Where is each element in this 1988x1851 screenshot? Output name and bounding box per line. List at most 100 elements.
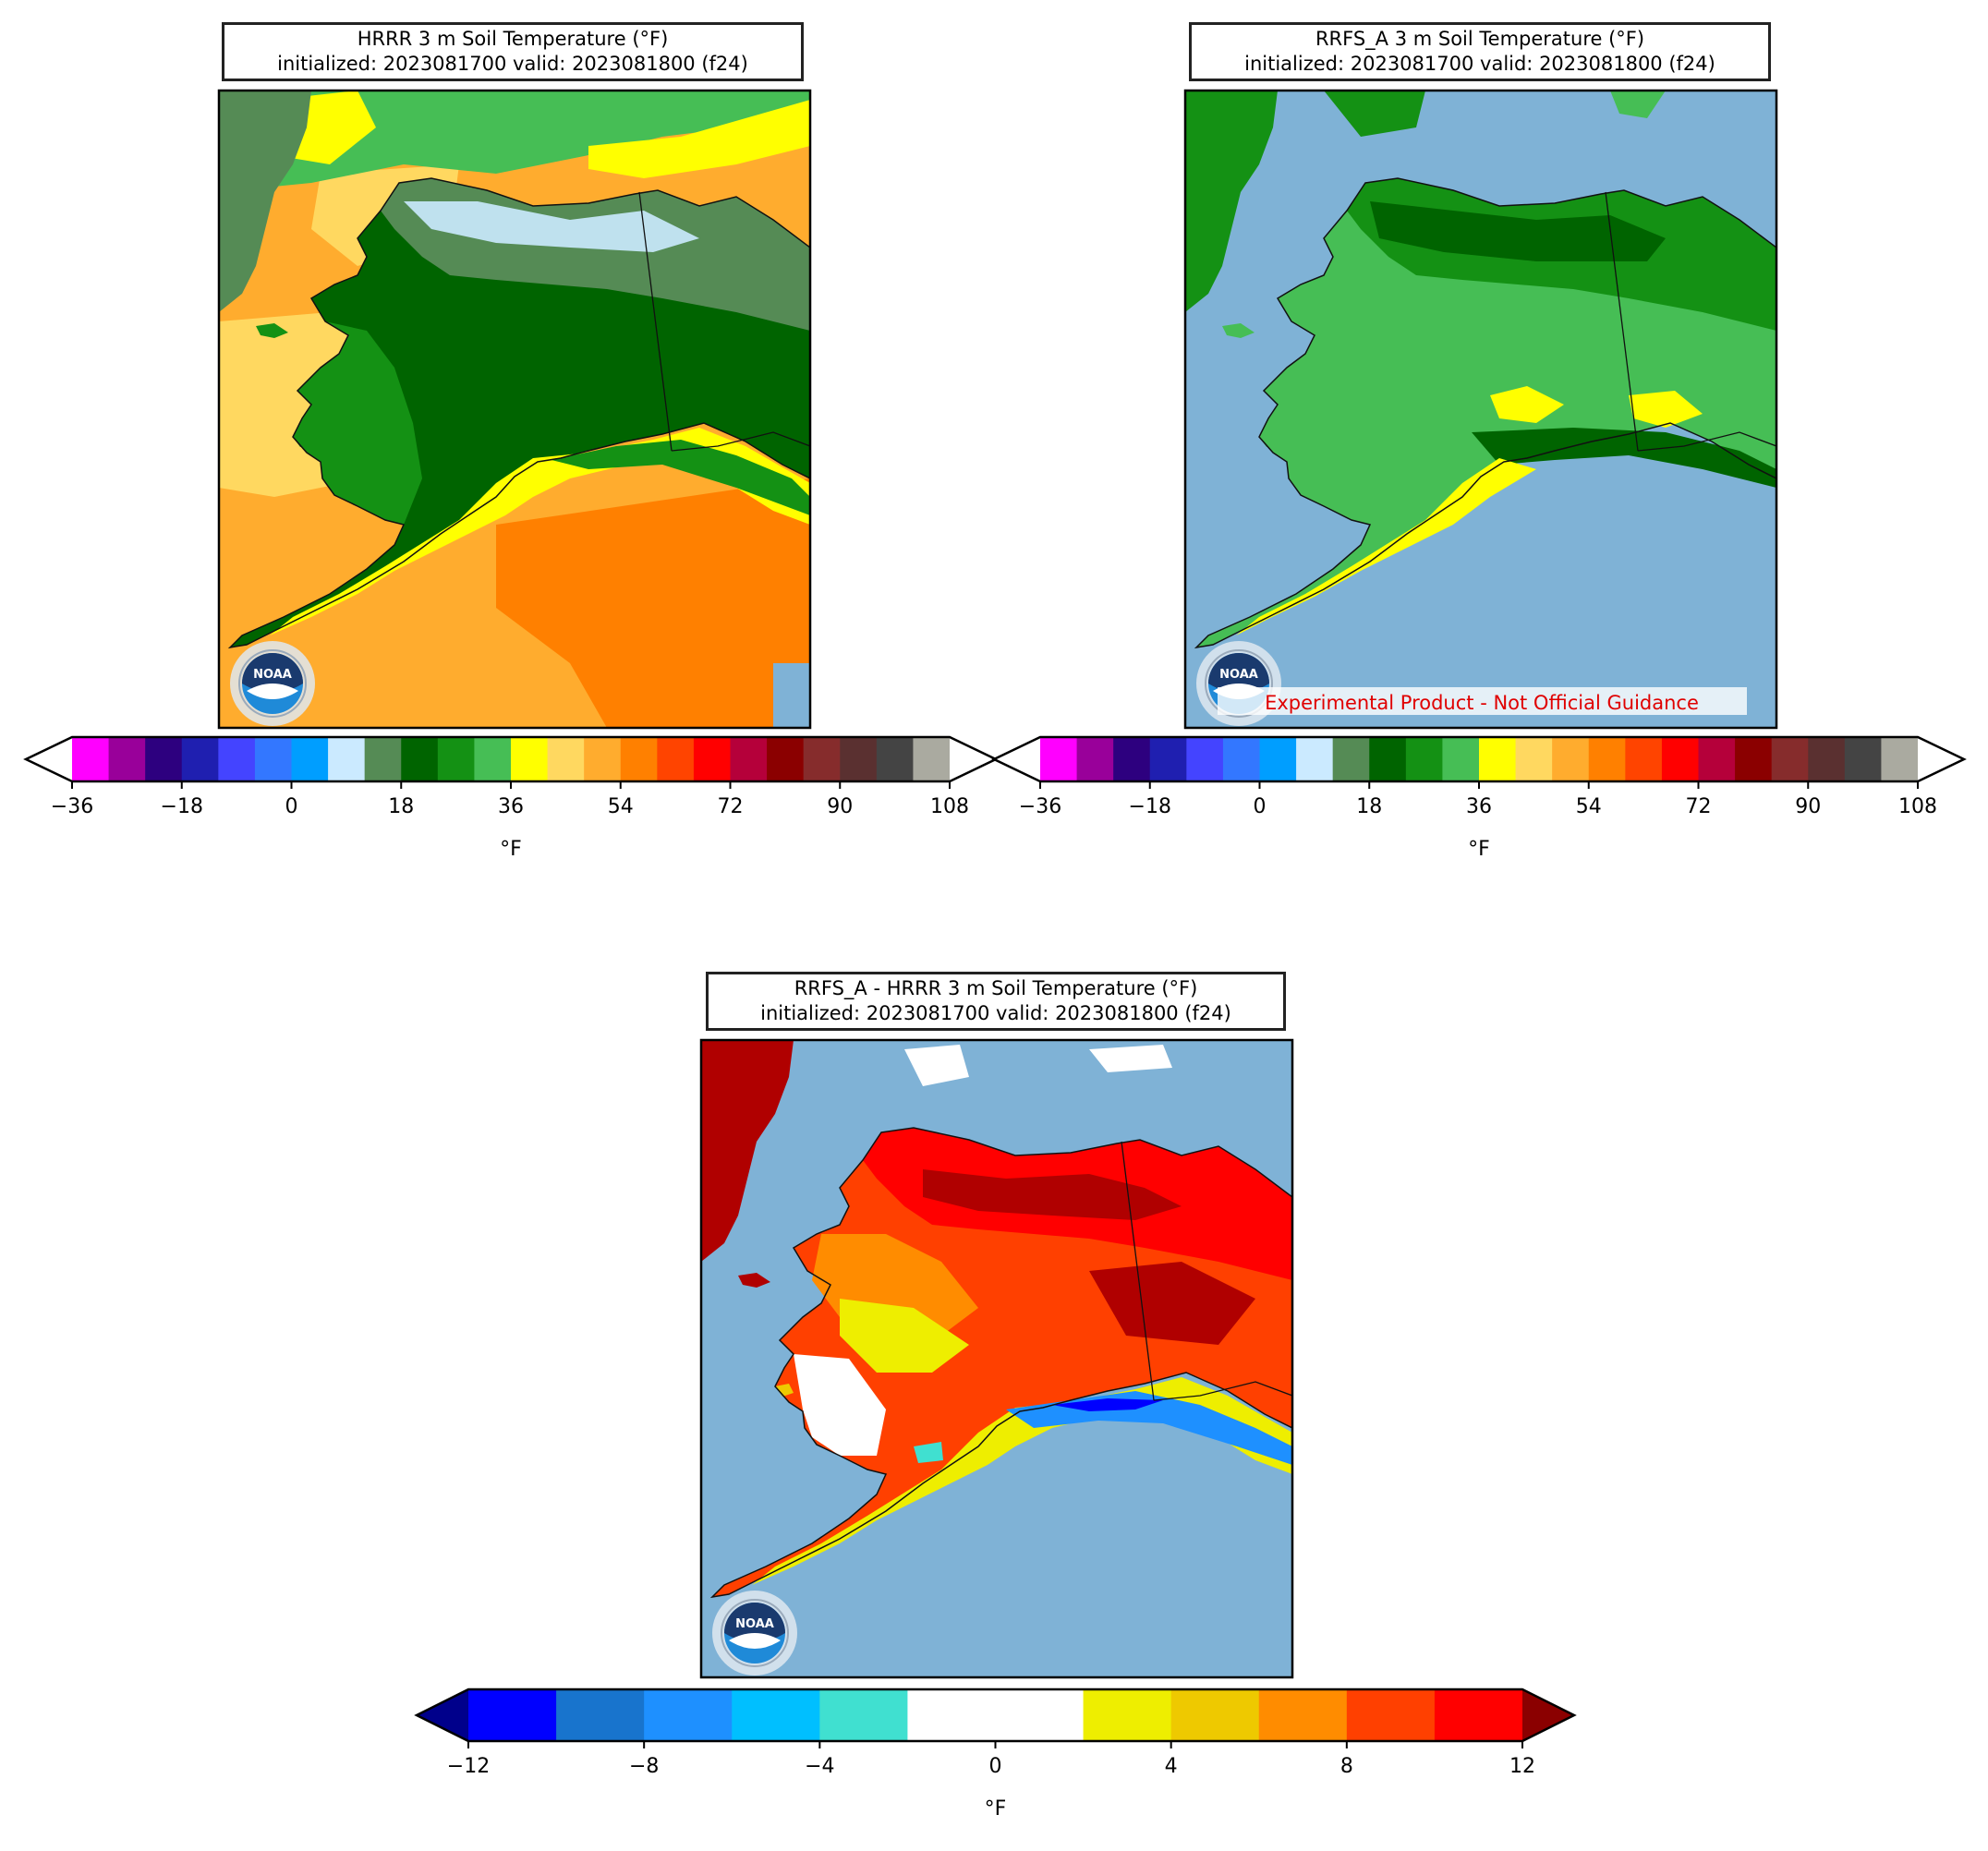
colorbar-segment	[1735, 737, 1773, 781]
panel-title-diff: RRFS_A - HRRR 3 m Soil Temperature (°F) …	[706, 972, 1286, 1031]
panel-title-rrfs: RRFS_A 3 m Soil Temperature (°F) initial…	[1189, 22, 1771, 81]
colorbar-segment	[474, 737, 512, 781]
colorbar-tick-label: 0	[989, 1755, 1002, 1778]
colorbar-segment	[840, 737, 878, 781]
colorbar-segment	[108, 737, 146, 781]
colorbar-segment	[547, 737, 585, 781]
colorbar-segment	[620, 737, 658, 781]
colorbar-tick-label: 90	[1795, 795, 1821, 818]
colorbar-tick-label: −8	[629, 1755, 659, 1778]
noaa-logo: NOAA	[229, 640, 316, 727]
colorbar-tick-label: 54	[1576, 795, 1602, 818]
noaa-logo-text: NOAA	[1219, 668, 1258, 682]
panel-title-hrrr: HRRR 3 m Soil Temperature (°F) initializ…	[222, 22, 804, 81]
map-frame	[1183, 89, 1778, 730]
southwest-white-area	[794, 1354, 886, 1456]
colorbar-segment	[913, 737, 951, 781]
colorbar-unit-label: °F	[985, 1797, 1007, 1821]
colorbar-segment	[1442, 737, 1480, 781]
colorbar-segment	[291, 737, 329, 781]
colorbar-segment	[819, 1689, 908, 1741]
coast-blue-band	[1052, 1398, 1163, 1411]
colorbar-hrrr: −36 −18 0 18 36 54 72 90 108 °F	[23, 735, 999, 861]
arctic-white-patch	[904, 1045, 969, 1086]
map-hrrr: NOAA	[217, 89, 812, 730]
colorbar-segment	[907, 1689, 996, 1741]
colorbar-tick-label: 18	[1356, 795, 1382, 818]
colorbar-segment	[1170, 1689, 1260, 1741]
colorbar-segment	[657, 737, 695, 781]
colorbar-tick-label: 4	[1165, 1755, 1178, 1778]
colorbar-diff: −12 −8 −4 0 4 8 12 °F	[414, 1688, 1577, 1821]
colorbar-segment	[1369, 737, 1407, 781]
south-coast-green	[552, 440, 810, 515]
colorbar-segment	[1076, 737, 1114, 781]
title-line-1: RRFS_A - HRRR 3 m Soil Temperature (°F)	[794, 977, 1198, 999]
colorbar-under-arrow	[26, 737, 72, 781]
colorbar-segment	[1808, 737, 1846, 781]
colorbar-segment	[1149, 737, 1187, 781]
noaa-logo: NOAA	[1195, 640, 1282, 727]
colorbar-tick-label: 8	[1340, 1755, 1353, 1778]
west-yellow-area	[840, 1299, 969, 1373]
colorbar-segment	[1259, 737, 1297, 781]
colorbar-tick-label: −4	[805, 1755, 834, 1778]
colorbar-tick-label: −18	[161, 795, 203, 818]
colorbar-segment	[1296, 737, 1334, 781]
title-line-1: HRRR 3 m Soil Temperature (°F)	[357, 28, 669, 50]
interior-warm-patch	[1629, 391, 1703, 428]
colorbar-tick-label: −36	[1019, 795, 1061, 818]
noaa-logo: NOAA	[711, 1590, 798, 1676]
colorbar-segment	[181, 737, 219, 781]
colorbar-tick-label: 72	[1686, 795, 1712, 818]
arctic-white-patch	[1089, 1045, 1172, 1072]
colorbar-segment	[437, 737, 475, 781]
colorbar-over-arrow	[950, 737, 996, 781]
colorbar-tick-label: 108	[1898, 795, 1937, 818]
north-darkred-band	[923, 1169, 1182, 1220]
map-frame	[217, 89, 812, 730]
colorbar-tick-label: 0	[285, 795, 298, 818]
watermark-text: Experimental Product - Not Official Guid…	[1265, 692, 1699, 714]
colorbar-segment	[1113, 737, 1151, 781]
colorbar-tick-label: 72	[718, 795, 744, 818]
colorbar-segment	[1222, 737, 1260, 781]
colorbar-under-arrow	[417, 1689, 468, 1741]
colorbar-under-arrow	[994, 737, 1040, 781]
map-rrfs: NOAA Experimental Product - Not Official…	[1183, 89, 1778, 730]
colorbar-tick-label: 0	[1254, 795, 1267, 818]
colorbar-segment	[732, 1689, 820, 1741]
title-line-2: initialized: 2023081700 valid: 202308180…	[760, 1002, 1231, 1024]
colorbar-segment	[767, 737, 805, 781]
turquoise-patch	[914, 1442, 943, 1463]
title-line-2: initialized: 2023081700 valid: 202308180…	[277, 53, 748, 75]
map-diff: NOAA	[699, 1038, 1294, 1679]
colorbar-segment	[1332, 737, 1370, 781]
colorbar-segment	[1346, 1689, 1436, 1741]
colorbar-tick-label: 36	[1466, 795, 1492, 818]
colorbar-segment	[468, 1689, 557, 1741]
colorbar-unit-label: °F	[500, 838, 522, 861]
colorbar-segment	[1881, 737, 1919, 781]
colorbar-tick-label: −12	[447, 1755, 490, 1778]
noaa-logo-text: NOAA	[735, 1617, 774, 1631]
colorbar-segment	[876, 737, 914, 781]
colorbar-segment	[1588, 737, 1626, 781]
colorbar-tick-label: 12	[1509, 1755, 1535, 1778]
colorbar-segment	[1258, 1689, 1348, 1741]
arctic-yellow-2	[588, 100, 810, 178]
colorbar-segment	[218, 737, 256, 781]
colorbar-segment	[328, 737, 366, 781]
arctic-land-patch	[1324, 91, 1425, 137]
colorbar-segment	[1661, 737, 1699, 781]
colorbar-segment	[1405, 737, 1443, 781]
colorbar-segment	[730, 737, 768, 781]
colorbar-segment	[1698, 737, 1736, 781]
colorbar-tick-label: 108	[930, 795, 969, 818]
colorbar-over-arrow	[1918, 737, 1964, 781]
colorbar-segment	[254, 737, 292, 781]
colorbar-segment	[1552, 737, 1590, 781]
colorbar-unit-label: °F	[1468, 838, 1490, 861]
colorbar-tick-label: 54	[608, 795, 634, 818]
